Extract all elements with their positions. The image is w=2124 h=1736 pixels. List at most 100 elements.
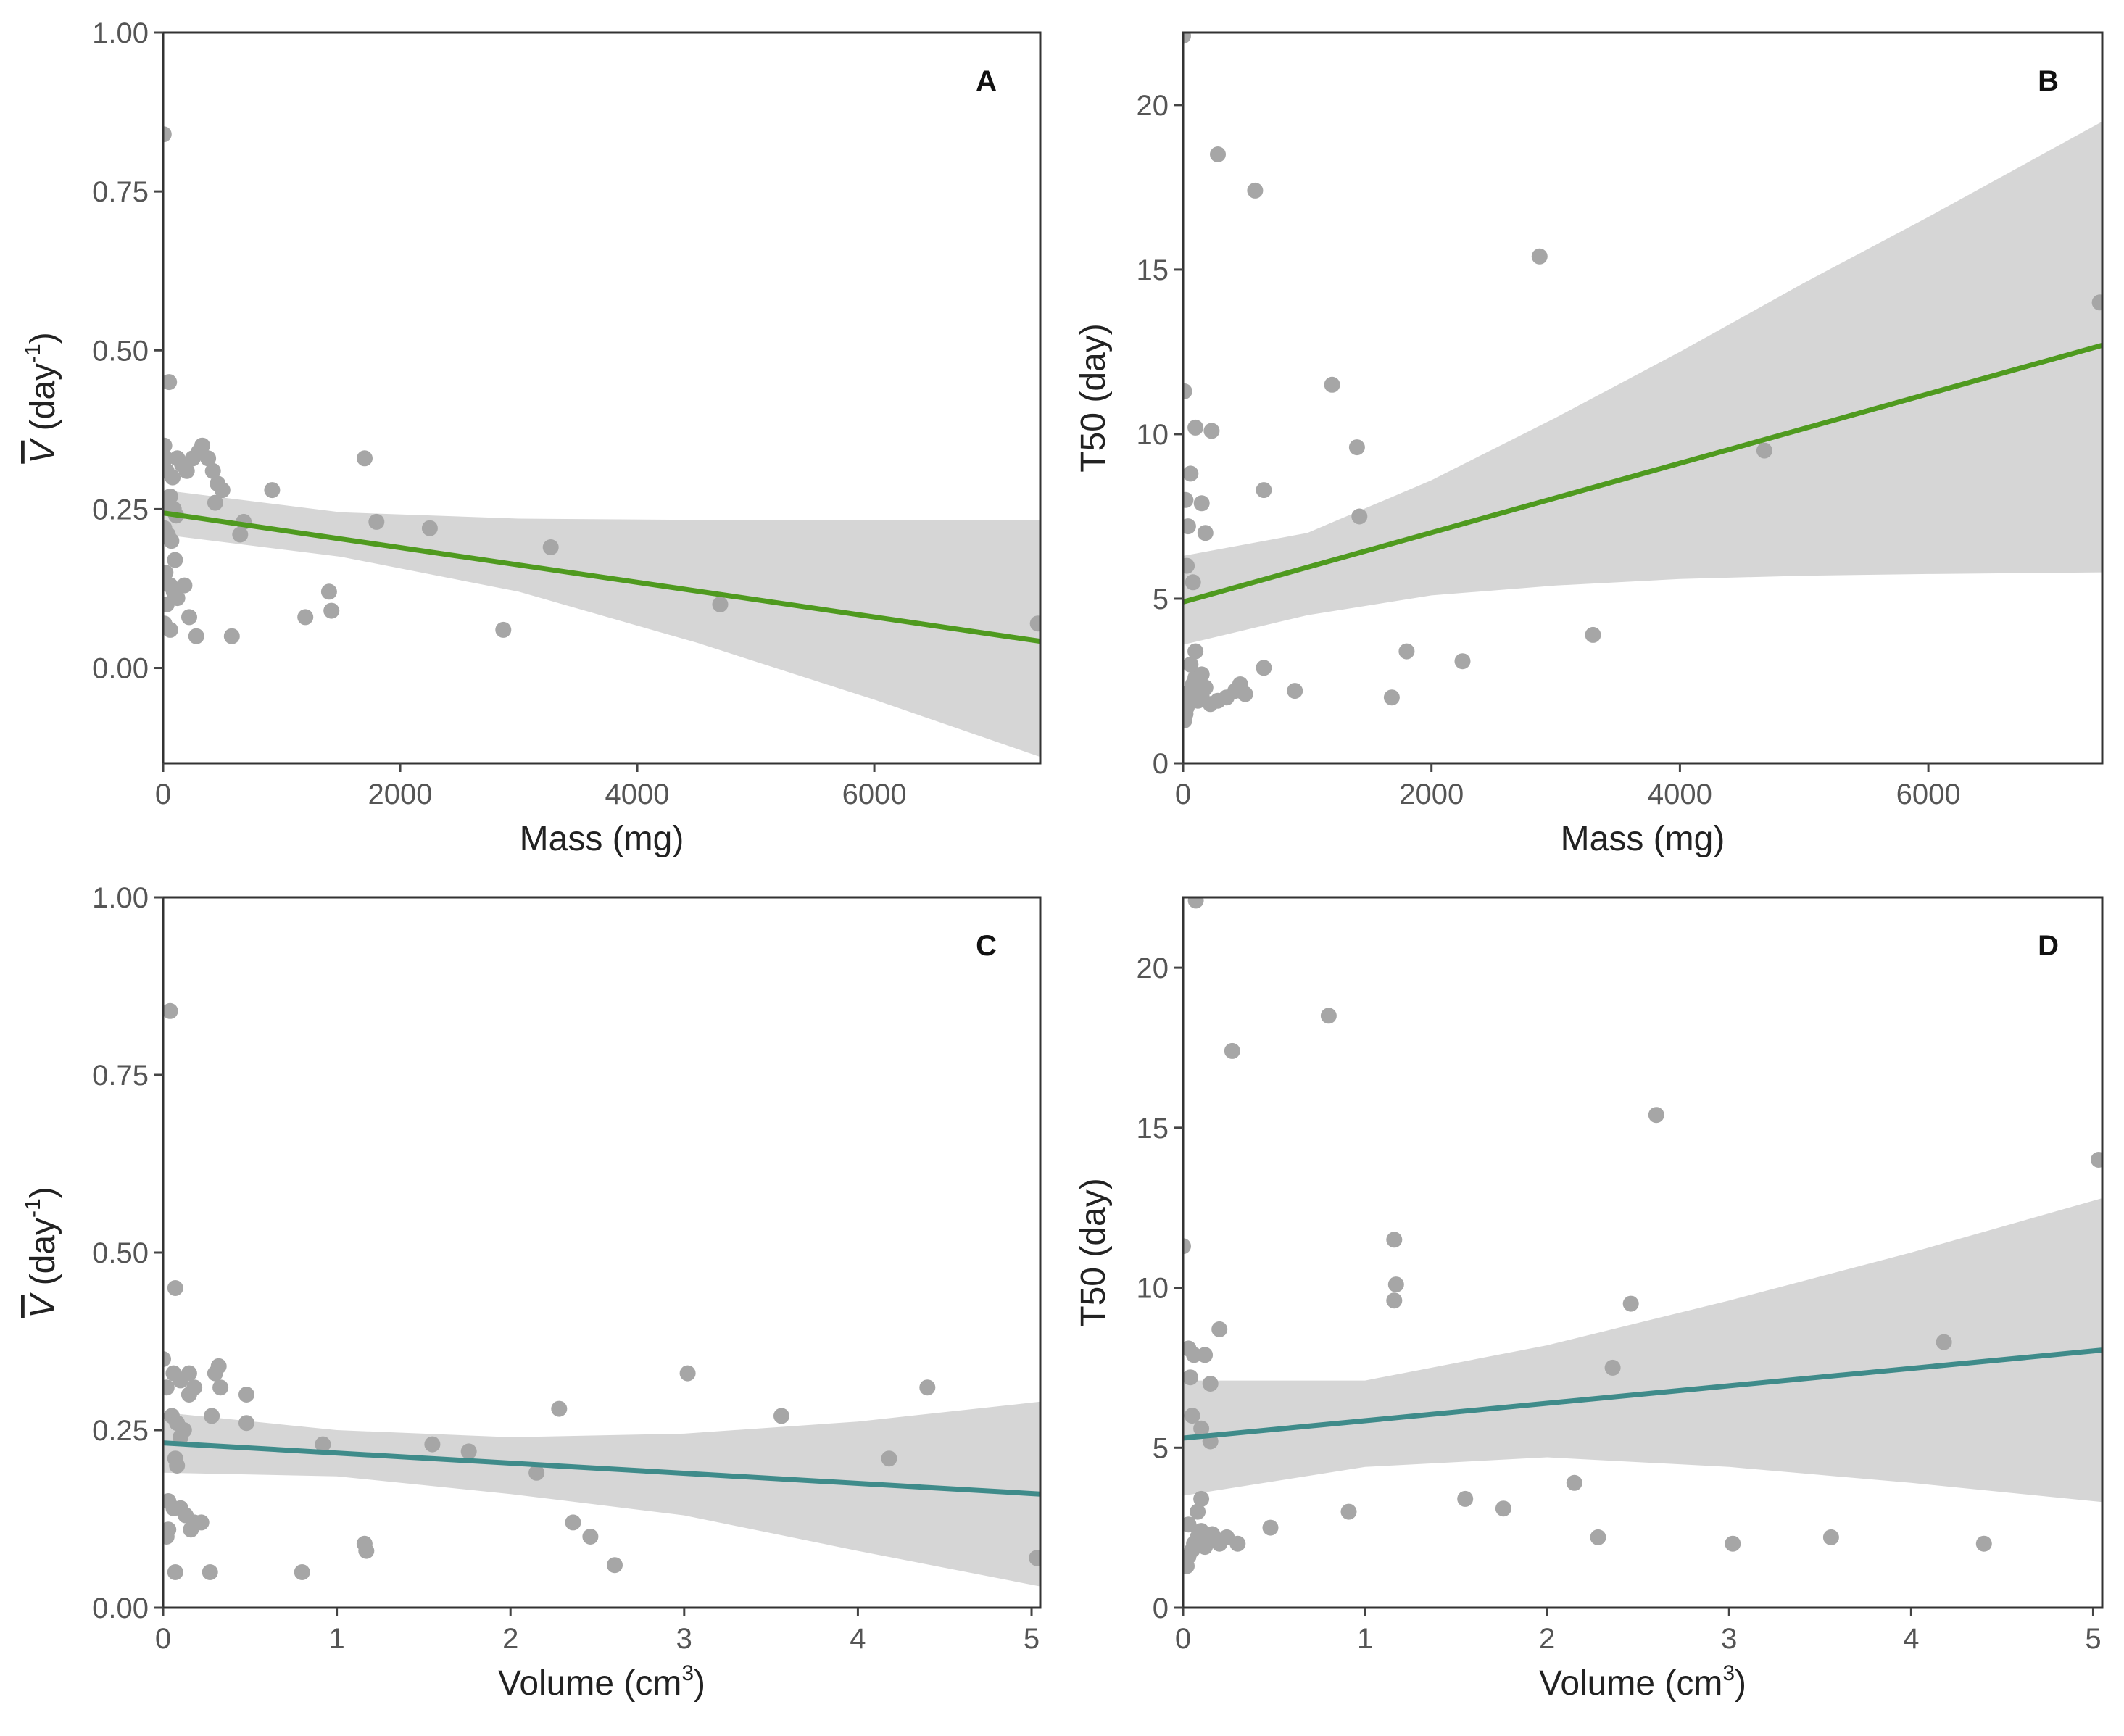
data-point <box>210 1358 227 1374</box>
data-point <box>607 1557 623 1574</box>
data-point <box>1457 1490 1474 1507</box>
x-axis-title: Mass (mg) <box>520 820 684 858</box>
x-tick-label: 2000 <box>368 778 433 810</box>
data-point <box>169 1458 186 1474</box>
data-point <box>1183 383 1192 399</box>
data-point <box>421 520 438 536</box>
data-point <box>163 1002 178 1019</box>
data-point <box>323 602 340 619</box>
data-point <box>773 1408 789 1424</box>
x-tick-label: 4000 <box>1648 778 1712 810</box>
data-point <box>1029 615 1040 632</box>
data-point <box>1183 465 1199 482</box>
y-axis-title-close: ) <box>24 1187 62 1198</box>
data-point <box>175 1422 192 1438</box>
y-tick-label: 15 <box>1137 254 1169 286</box>
data-point <box>315 1436 331 1453</box>
y-tick-label: 15 <box>1137 1113 1169 1145</box>
x-tick-label: 0 <box>155 778 171 810</box>
data-point <box>294 1564 310 1580</box>
panel-label: C <box>976 930 997 962</box>
x-tick-label: 2000 <box>1399 778 1464 810</box>
data-point <box>1287 683 1303 699</box>
x-axis-title-main: Volume (cm <box>1539 1664 1722 1703</box>
data-point <box>551 1400 568 1417</box>
plot-frame <box>1182 31 2104 765</box>
data-point <box>1193 495 1210 512</box>
y-tick-label: 0.00 <box>92 653 149 685</box>
data-point <box>1454 653 1471 670</box>
data-point <box>1183 33 1191 44</box>
data-point <box>357 450 373 467</box>
data-point <box>1351 508 1368 525</box>
y-tick-label: 0.25 <box>92 494 149 526</box>
data-point <box>223 628 240 644</box>
data-point <box>1975 1535 1992 1552</box>
x-tick-label: 6000 <box>842 778 907 810</box>
y-tick-label: 0.50 <box>92 335 149 367</box>
x-tick-label: 4 <box>1903 1623 1919 1655</box>
data-point <box>1187 643 1204 660</box>
y-tick-label: 1.00 <box>92 17 149 49</box>
data-point <box>460 1443 477 1460</box>
confidence-ribbon <box>1183 1198 2102 1503</box>
y-axis-title-sup: -1 <box>21 344 45 363</box>
data-point <box>163 565 174 581</box>
data-point <box>181 609 197 626</box>
data-point <box>1183 1238 1191 1255</box>
y-axis-title-symbol: V <box>24 1292 62 1318</box>
y-tick-label: 0.00 <box>92 1592 149 1624</box>
y-axis-title-unit: (day <box>24 363 62 441</box>
x-tick-label: 2 <box>502 1623 518 1655</box>
plot-frame <box>1182 896 2104 1609</box>
y-axis-title: V (day-1) <box>21 332 62 463</box>
y-tick-label: 1.00 <box>92 882 149 914</box>
x-tick-label: 0 <box>155 1623 171 1655</box>
plot-frame <box>162 31 1042 765</box>
data-point <box>582 1529 599 1545</box>
data-point <box>204 462 221 479</box>
data-point <box>1756 442 1772 459</box>
data-point <box>565 1514 581 1531</box>
y-tick-label: 0 <box>1153 1592 1169 1624</box>
x-tick-label: 4000 <box>605 778 670 810</box>
x-tick-label: 5 <box>1024 1623 1040 1655</box>
data-point <box>1183 656 1199 673</box>
data-point <box>212 1379 229 1396</box>
data-point <box>1193 1420 1210 1437</box>
data-point <box>679 1365 696 1382</box>
y-tick-label: 5 <box>1153 583 1169 615</box>
x-tick-label: 6000 <box>1896 778 1961 810</box>
data-point <box>178 462 195 479</box>
data-point <box>1183 1369 1198 1386</box>
data-point <box>1324 376 1340 393</box>
data-point <box>167 1280 183 1296</box>
data-point <box>1348 439 1365 456</box>
data-point <box>1566 1474 1582 1491</box>
data-point <box>1340 1503 1357 1520</box>
x-axis-title: Volume (cm3) <box>498 1661 705 1703</box>
data-point <box>1237 686 1253 702</box>
data-point <box>163 126 172 143</box>
panel-a: 0 2000 4000 6000 0.00 0.25 0.50 0.75 1.00 A Mass (… <box>21 17 1042 858</box>
regression-line <box>1183 1347 2102 1441</box>
data-point <box>1211 1321 1228 1337</box>
data-point <box>1622 1295 1639 1312</box>
y-tick-label: 20 <box>1137 952 1169 984</box>
data-point <box>2091 294 2102 311</box>
data-point <box>1383 689 1400 706</box>
x-tick-label: 0 <box>1175 1623 1191 1655</box>
data-point <box>1185 574 1201 591</box>
y-tick-label: 5 <box>1153 1432 1169 1464</box>
y-axis-title: T50 (day) <box>1074 1178 1113 1326</box>
data-point <box>1604 1359 1621 1376</box>
x-axis-title-sup: 3 <box>681 1661 694 1685</box>
data-point <box>1202 1376 1219 1392</box>
data-point <box>1183 518 1196 535</box>
data-point <box>358 1542 375 1559</box>
data-point <box>214 482 231 499</box>
data-point <box>1193 666 1210 683</box>
data-point <box>1029 1550 1040 1566</box>
